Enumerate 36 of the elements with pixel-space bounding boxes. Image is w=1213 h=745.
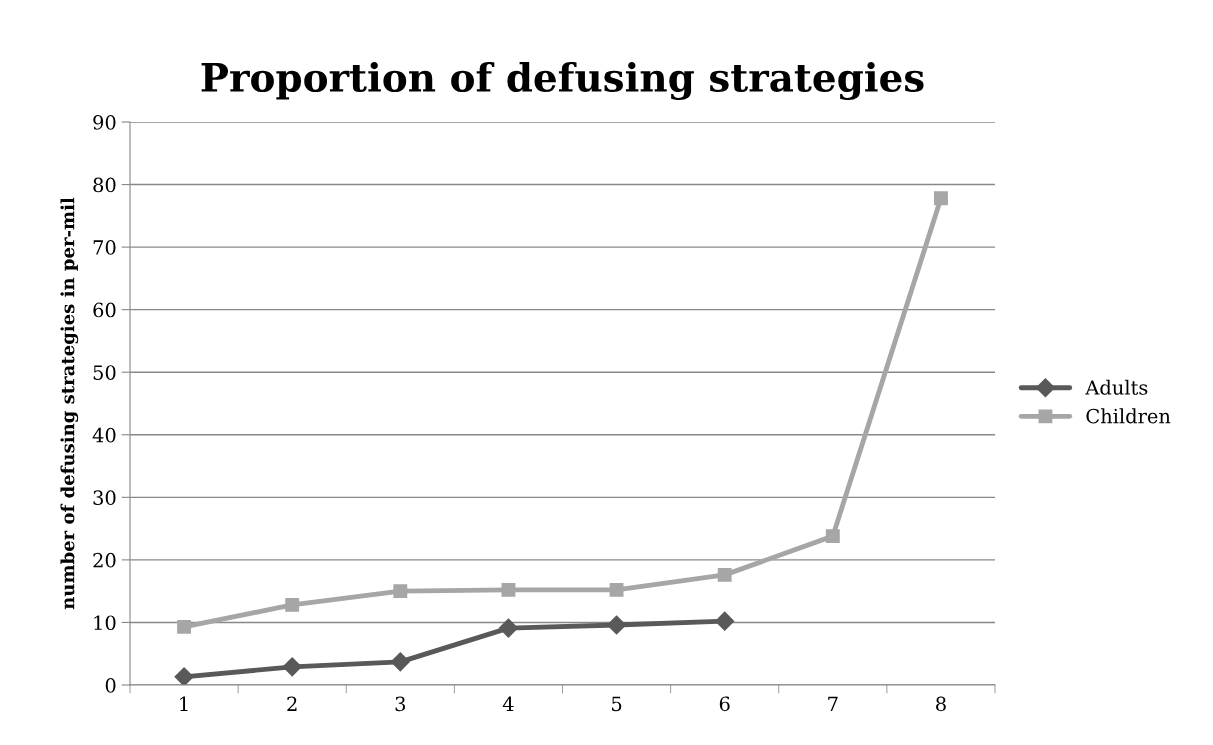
x-tick-label: 4 (502, 696, 514, 711)
point (285, 597, 300, 612)
point (717, 567, 732, 582)
legend-label: Children (1086, 408, 1171, 424)
point (501, 582, 516, 597)
y-tick-label: 30 (93, 490, 116, 505)
y-tick-label: 60 (93, 302, 116, 318)
x-tick-label: 8 (936, 696, 946, 712)
point (393, 584, 408, 599)
y-axis-title: number of defusing strategies in per-mil (60, 197, 79, 610)
point (177, 619, 192, 634)
chart-title: Proportion of defusing strategies (201, 61, 924, 101)
point (715, 611, 735, 631)
point (282, 657, 302, 677)
point (498, 618, 518, 638)
y-tick-label: 50 (93, 365, 116, 380)
legend-label: Adults (1085, 379, 1148, 395)
y-tick-label: 70 (93, 240, 116, 255)
x-tick-label: 1 (180, 696, 188, 711)
y-tick-label: 10 (94, 615, 116, 631)
point (933, 191, 948, 206)
point (825, 529, 840, 544)
point (609, 582, 624, 597)
y-tick-label: 0 (105, 677, 116, 693)
y-tick-label: 90 (93, 114, 116, 130)
point (390, 652, 410, 672)
x-tick-label: 7 (828, 696, 838, 711)
x-tick-label: 6 (719, 696, 730, 712)
x-tick-label: 5 (612, 696, 622, 712)
y-tick-label: 80 (93, 177, 116, 193)
y-tick-label: 40 (92, 427, 116, 443)
point (174, 667, 194, 685)
x-tick-label: 3 (395, 696, 406, 712)
y-tick-label: 20 (93, 552, 116, 568)
x-tick-label: 2 (287, 696, 297, 711)
point (607, 615, 627, 635)
